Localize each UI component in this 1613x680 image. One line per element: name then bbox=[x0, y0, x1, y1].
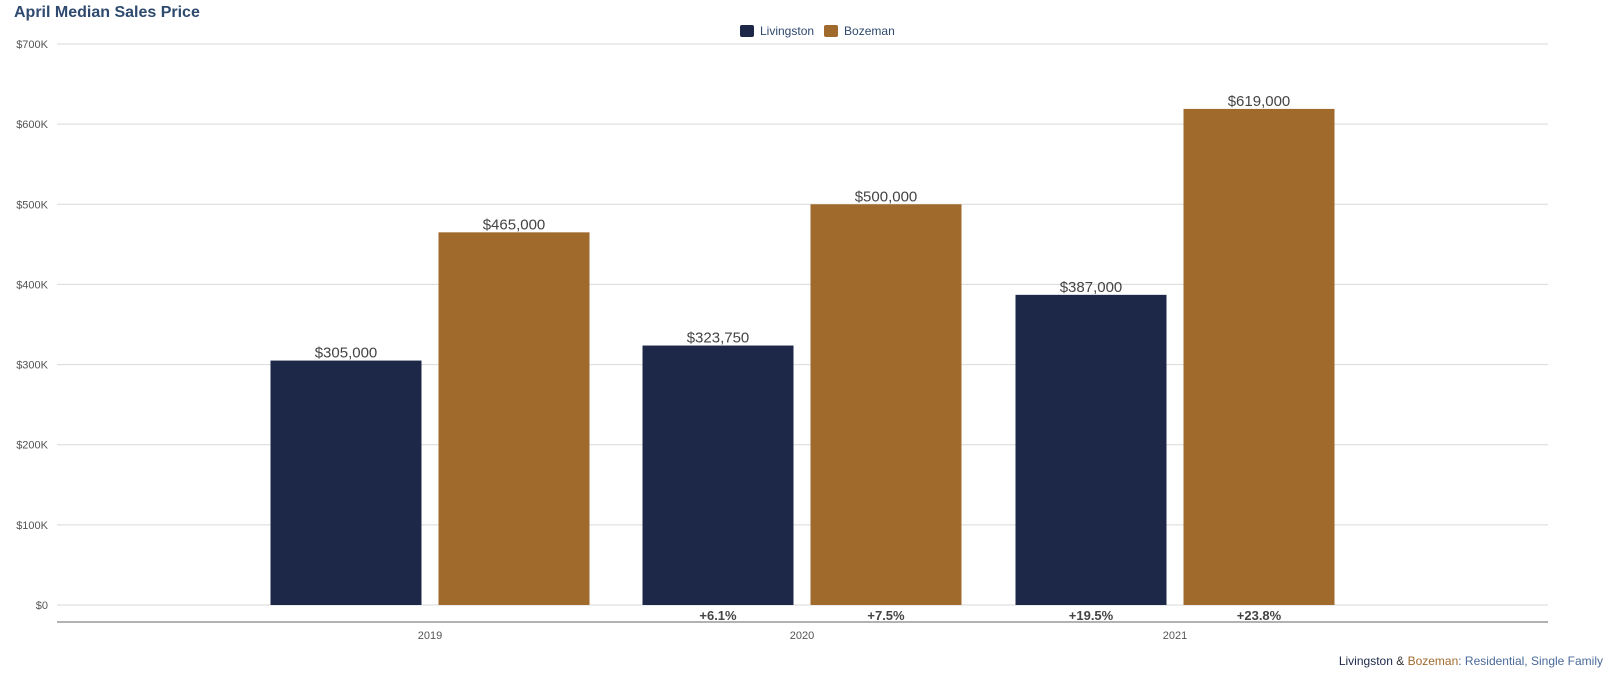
bar-bozeman bbox=[1183, 108, 1335, 605]
data-label: $387,000 bbox=[1060, 279, 1123, 296]
legend-item-livingston[interactable]: Livingston bbox=[740, 24, 814, 38]
footer-separator: & bbox=[1392, 654, 1408, 668]
y-tick-label: $100K bbox=[16, 520, 48, 532]
bar-livingston bbox=[1015, 294, 1167, 605]
y-tick-label: $400K bbox=[16, 279, 48, 291]
bar-bozeman bbox=[438, 232, 590, 606]
chart-footer: Livingston & Bozeman: Residential, Singl… bbox=[1339, 654, 1603, 668]
bar-bozeman bbox=[810, 204, 962, 606]
data-label: $305,000 bbox=[315, 345, 378, 362]
data-label: $500,000 bbox=[855, 188, 918, 205]
legend-label-bozeman: Bozeman bbox=[844, 24, 895, 38]
bar-livingston bbox=[270, 360, 422, 605]
change-label: +19.5% bbox=[1069, 608, 1114, 623]
footer-bozeman: Bozeman bbox=[1407, 654, 1459, 668]
x-tick-label: 2021 bbox=[1163, 630, 1187, 642]
chart-legend: Livingston Bozeman bbox=[740, 24, 905, 38]
y-tick-label: $500K bbox=[16, 199, 48, 211]
data-label: $323,750 bbox=[687, 330, 750, 347]
y-tick-label: $600K bbox=[16, 119, 48, 131]
y-tick-label: $700K bbox=[16, 39, 48, 51]
data-label: $619,000 bbox=[1228, 93, 1291, 110]
change-label: +7.5% bbox=[867, 608, 905, 623]
footer-livingston: Livingston bbox=[1338, 654, 1393, 668]
x-tick-label: 2020 bbox=[790, 630, 814, 642]
y-tick-label: $200K bbox=[16, 440, 48, 452]
bar-livingston bbox=[642, 345, 794, 605]
y-tick-label: $0 bbox=[36, 600, 48, 612]
chart-title: April Median Sales Price bbox=[14, 4, 200, 21]
legend-swatch-bozeman bbox=[824, 25, 839, 37]
change-label: +23.8% bbox=[1237, 608, 1282, 623]
footer-property-type: : Residential, Single Family bbox=[1458, 654, 1603, 668]
legend-swatch-livingston bbox=[740, 25, 754, 37]
y-tick-label: $300K bbox=[16, 360, 48, 372]
x-tick-label: 2019 bbox=[418, 630, 442, 642]
legend-item-bozeman[interactable]: Bozeman bbox=[824, 24, 895, 38]
change-label: +6.1% bbox=[699, 608, 737, 623]
data-label: $465,000 bbox=[483, 216, 546, 233]
legend-label-livingston: Livingston bbox=[760, 24, 815, 38]
